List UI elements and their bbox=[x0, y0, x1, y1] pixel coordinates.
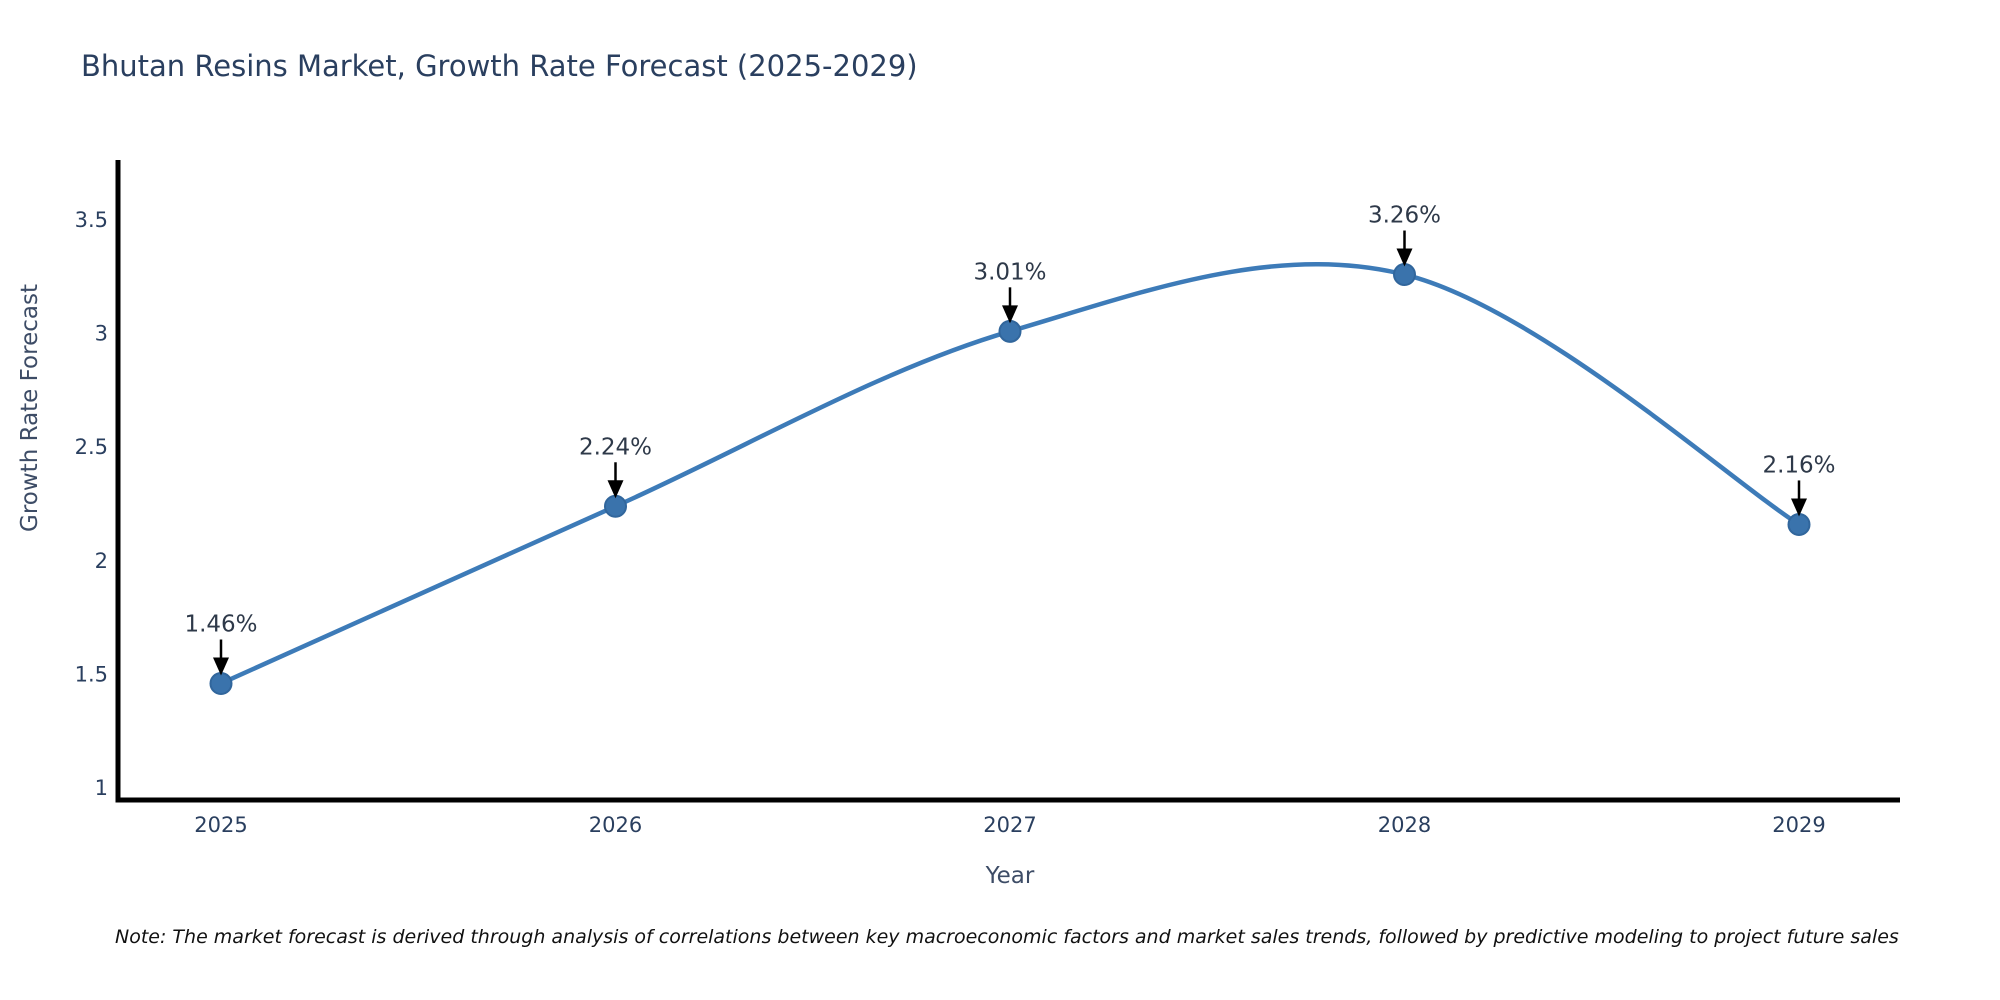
data-point-marker[interactable] bbox=[209, 671, 233, 695]
footnote: Note: The market forecast is derived thr… bbox=[115, 926, 1899, 948]
y-tick-label: 1 bbox=[95, 776, 108, 800]
data-point-marker[interactable] bbox=[1787, 512, 1811, 536]
point-annotations: 1.46% 2.24% 3.01% 3.26% 2.16% bbox=[184, 203, 1836, 676]
point-value-label: 2.24% bbox=[579, 434, 652, 460]
y-tick-label: 2.5 bbox=[75, 435, 108, 459]
point-value-label: 1.46% bbox=[184, 611, 257, 637]
data-point-markers bbox=[209, 263, 1811, 695]
x-tick-label: 2027 bbox=[983, 813, 1036, 837]
y-tick-label: 3.5 bbox=[75, 208, 108, 232]
annotation-arrowhead-icon bbox=[1002, 305, 1018, 324]
chart-title: Bhutan Resins Market, Growth Rate Foreca… bbox=[81, 49, 918, 83]
annotation-arrowhead-icon bbox=[213, 657, 229, 676]
annotation-arrowhead-icon bbox=[1791, 498, 1807, 517]
x-tick-label: 2025 bbox=[194, 813, 247, 837]
point-value-label: 3.01% bbox=[973, 259, 1046, 285]
y-tick-label: 3 bbox=[95, 322, 108, 346]
x-tick-label: 2026 bbox=[589, 813, 642, 837]
data-point-marker[interactable] bbox=[1393, 263, 1416, 287]
y-tick-label: 1.5 bbox=[75, 662, 108, 686]
x-axis-title: Year bbox=[985, 863, 1035, 889]
y-axis-title: Growth Rate Forecast bbox=[17, 284, 43, 532]
y-axis-ticks: 1 1.5 2 2.5 3 3.5 bbox=[75, 208, 108, 800]
point-value-label: 2.16% bbox=[1762, 452, 1835, 478]
x-tick-label: 2028 bbox=[1378, 813, 1431, 837]
point-value-label: 3.26% bbox=[1368, 203, 1441, 229]
x-tick-label: 2029 bbox=[1772, 813, 1825, 837]
data-point-marker[interactable] bbox=[604, 494, 627, 518]
x-axis-ticks: 2025 2026 2027 2028 2029 bbox=[194, 813, 1825, 837]
y-tick-label: 2 bbox=[95, 549, 108, 573]
data-point-marker[interactable] bbox=[998, 319, 1022, 343]
annotation-arrowhead-icon bbox=[607, 480, 624, 499]
annotation-arrowhead-icon bbox=[1396, 248, 1413, 267]
